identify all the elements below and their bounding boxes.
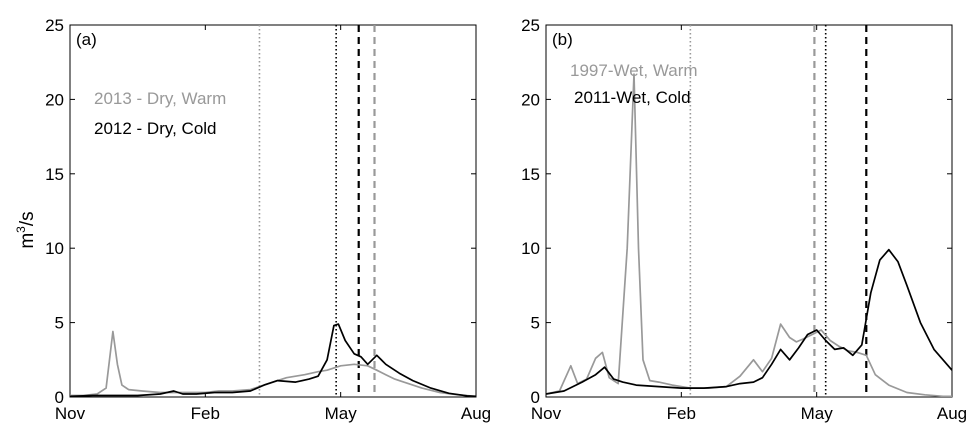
panel-label-a: (a) — [76, 30, 97, 49]
x-tick-label-b-3: Aug — [937, 404, 967, 423]
series-line-b-1 — [546, 248, 952, 395]
y-tick-label-b-0: 0 — [531, 388, 540, 407]
y-tick-label-b-2: 10 — [521, 239, 540, 258]
y-tick-label-a-1: 5 — [55, 314, 64, 333]
x-tick-label-b-0: Nov — [531, 404, 562, 423]
legend-entry-b-1: 2011-Wet, Cold — [574, 88, 691, 107]
y-tick-label-a-3: 15 — [45, 165, 64, 184]
plot-frame-a — [69, 24, 477, 398]
y-axis-label: m3/s — [14, 211, 38, 248]
y-tick-label-a-4: 20 — [45, 90, 64, 109]
legend-entry-a-0: 2013 - Dry, Warm — [94, 89, 226, 108]
plot-frame-b — [545, 24, 953, 398]
x-tick-label-b-2: May — [801, 404, 834, 423]
panel-label-b: (b) — [552, 30, 573, 49]
y-tick-label-b-1: 5 — [531, 314, 540, 333]
x-tick-label-a-1: Feb — [191, 404, 220, 423]
x-tick-label-a-0: Nov — [55, 404, 86, 423]
y-tick-label-b-3: 15 — [521, 165, 540, 184]
panel-b: 0 5 10 15 20 25 Nov Feb May Aug (b) 1997-Wet, Warm 2… — [521, 16, 967, 423]
y-tick-label-a-0: 0 — [55, 388, 64, 407]
panel-a: 0 5 10 15 20 25 Nov Feb May Aug (a) 2013 - Dry, War… — [45, 16, 491, 423]
y-tick-label-b-5: 25 — [521, 16, 540, 35]
x-tick-label-a-2: May — [325, 404, 358, 423]
y-axis-label-sup: 3 — [14, 226, 28, 233]
y-tick-label-b-4: 20 — [521, 90, 540, 109]
legend-entry-b-0: 1997-Wet, Warm — [570, 61, 698, 80]
series-line-a-0 — [70, 330, 476, 397]
y-axis-label-tail: /s — [17, 211, 38, 226]
x-tick-label-a-3: Aug — [461, 404, 491, 423]
series-line-a-1 — [70, 323, 476, 397]
series-line-b-0 — [546, 73, 952, 397]
y-axis-label-base: m — [17, 233, 38, 249]
y-tick-label-a-2: 10 — [45, 239, 64, 258]
y-tick-label-a-5: 25 — [45, 16, 64, 35]
legend-entry-a-1: 2012 - Dry, Cold — [94, 119, 217, 138]
x-tick-label-b-1: Feb — [667, 404, 696, 423]
